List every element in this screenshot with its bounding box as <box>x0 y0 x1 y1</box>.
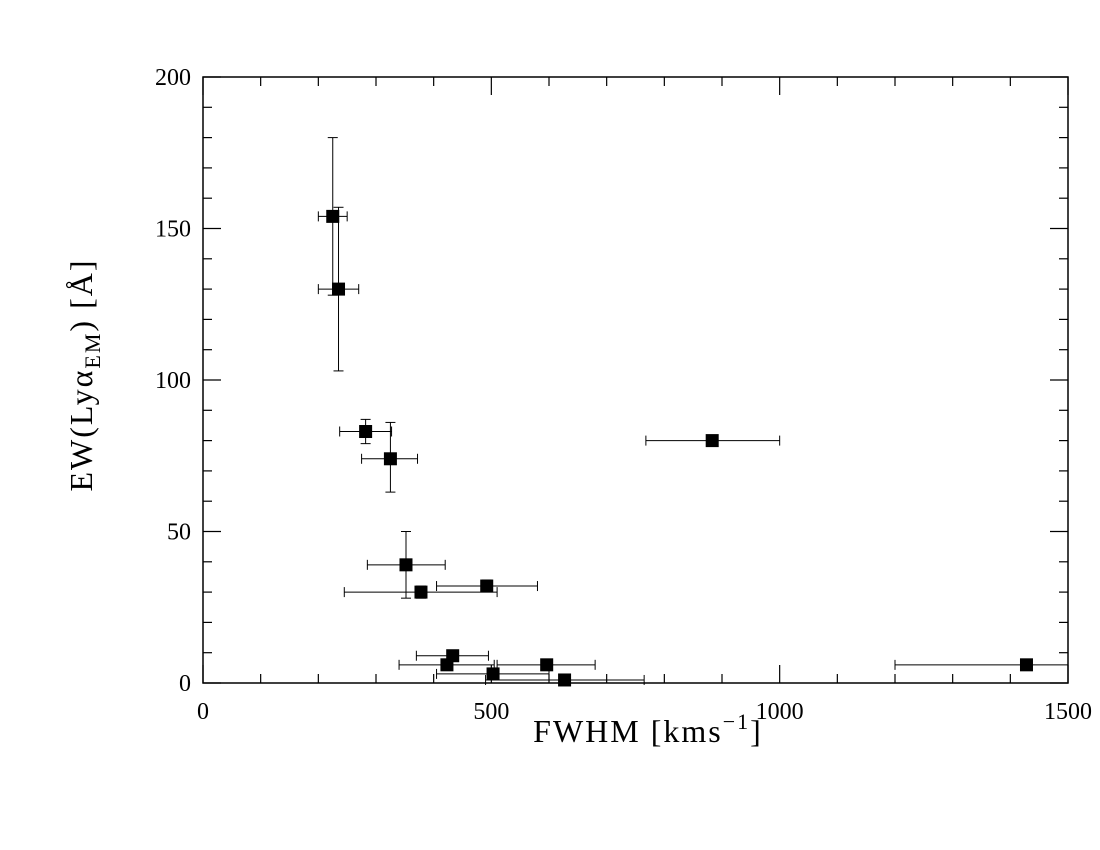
y-axis-label-close: ) [Å] <box>63 258 99 331</box>
tick-labels: 0 500 1000 1500 0 50 100 150 200 <box>155 65 1092 725</box>
y-axis-label: EW(LyαEM) [Å] <box>63 258 105 491</box>
data-point <box>332 282 346 296</box>
error-bar <box>894 659 1069 670</box>
data-point <box>440 658 454 672</box>
x-axis-label-main: FWHM [kms <box>533 713 723 749</box>
data-point <box>558 673 572 687</box>
y-tick-label: 200 <box>155 65 191 91</box>
data-point <box>383 452 397 466</box>
x-axis-label: FWHM [kms−1] <box>533 709 763 749</box>
data-point <box>359 425 373 439</box>
x-tick-label: 0 <box>197 699 209 725</box>
y-axis-label-subscript: EM <box>80 332 105 369</box>
x-axis-label-close: ] <box>750 713 763 749</box>
x-tick-label: 500 <box>473 699 509 725</box>
x-axis-label-superscript: −1 <box>723 709 750 734</box>
data-point <box>705 434 719 448</box>
plot-frame <box>202 76 1069 684</box>
data-point <box>486 667 500 681</box>
y-axis-label-main: EW(Lyα <box>63 369 99 492</box>
data-point <box>414 585 428 599</box>
x-tick-label: 1500 <box>1044 699 1092 725</box>
data-point <box>540 658 554 672</box>
data-point <box>480 579 494 593</box>
data-point <box>1019 658 1033 672</box>
y-tick-label: 150 <box>155 217 191 243</box>
data-point <box>399 558 413 572</box>
x-tick-label: 1000 <box>756 699 804 725</box>
data-points <box>326 209 1033 687</box>
error-bars <box>317 137 1069 685</box>
y-tick-label: 0 <box>179 671 191 697</box>
y-tick-label: 50 <box>167 520 191 546</box>
data-point <box>326 209 340 223</box>
y-tick-label: 100 <box>155 368 191 394</box>
